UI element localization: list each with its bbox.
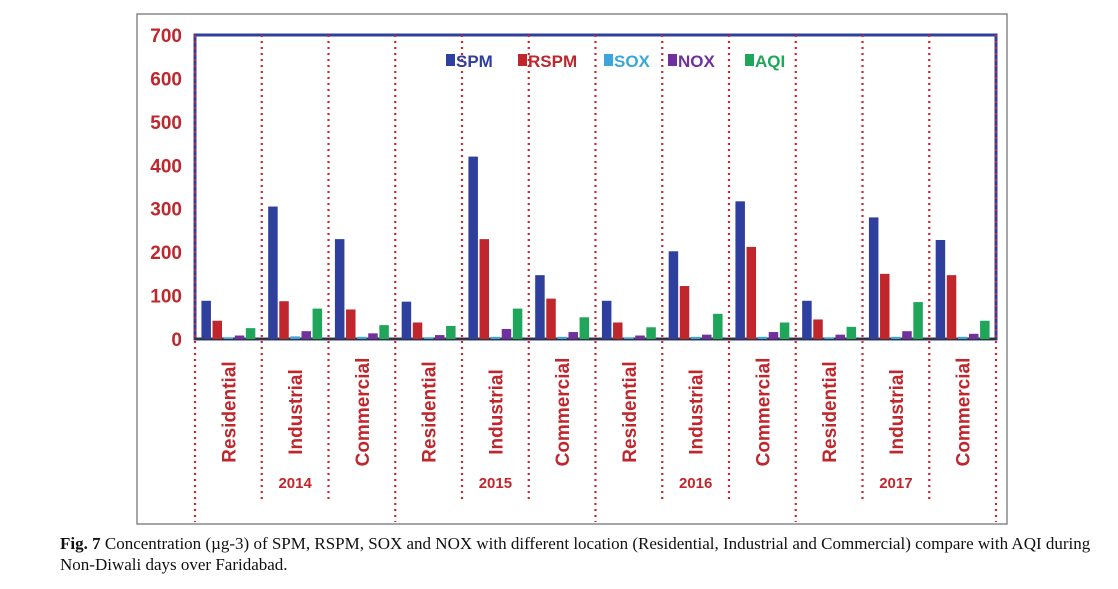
bar-sox [891, 336, 901, 339]
bar-sox [624, 337, 634, 339]
bar-rspm [412, 322, 423, 339]
legend-label-sox: SOX [614, 52, 651, 71]
bar-spm [935, 239, 946, 339]
bar-nox [568, 332, 578, 339]
bar-rspm [212, 320, 223, 339]
bar-spm [668, 251, 679, 339]
legend-label-rspm: RSPM [528, 52, 577, 71]
category-label: Residential [420, 361, 441, 462]
legend-label-aqi: AQI [755, 52, 785, 71]
year-label: 2015 [479, 475, 512, 492]
bar-rspm [346, 309, 356, 339]
bar-sox [757, 336, 768, 339]
y-tick-label: 0 [171, 330, 182, 351]
bar-sox [690, 336, 701, 339]
bar-nox [434, 335, 445, 339]
category-label: Residential [219, 361, 240, 462]
bar-nox [301, 331, 311, 339]
bar-nox [968, 333, 979, 339]
bar-nox [768, 332, 779, 339]
category-label: Industrial [286, 369, 307, 455]
bar-aqi [846, 326, 857, 339]
y-tick-label: 600 [150, 69, 182, 90]
bar-spm [601, 300, 612, 339]
bar-nox [368, 333, 378, 339]
category-label: Commercial [954, 358, 975, 467]
bar-rspm [479, 239, 490, 339]
bar-aqi [245, 328, 256, 339]
legend-label-nox: NOX [678, 52, 716, 71]
bar-sox [290, 336, 300, 339]
legend-label-spm: SPM [456, 52, 493, 71]
bar-aqi [379, 325, 389, 339]
legend-swatch-nox [668, 54, 677, 66]
category-label: Industrial [486, 369, 507, 455]
caption-text: Concentration (µg-3) of SPM, RSPM, SOX a… [60, 534, 1091, 574]
bar-sox [824, 337, 834, 339]
caption-label: Fig. 7 [60, 534, 101, 553]
bar-aqi [579, 317, 590, 339]
y-tick-label: 200 [150, 243, 182, 264]
bar-rspm [546, 298, 556, 339]
y-tick-label: 700 [150, 26, 182, 47]
bar-rspm [813, 319, 823, 339]
bar-nox [635, 335, 645, 339]
bar-sox [957, 336, 968, 339]
category-label: Commercial [353, 358, 374, 467]
bar-nox [501, 329, 512, 339]
figure-caption: Fig. 7 Concentration (µg-3) of SPM, RSPM… [60, 533, 1115, 575]
bar-sox [423, 337, 434, 339]
bar-aqi [312, 308, 323, 339]
bar-spm [802, 300, 812, 339]
bar-aqi [779, 322, 790, 339]
y-tick-label: 300 [150, 200, 182, 221]
bar-rspm [746, 246, 757, 339]
bar-rspm [279, 301, 289, 339]
category-label: Residential [820, 361, 841, 462]
bar-sox [557, 336, 567, 339]
bar-aqi [646, 327, 656, 339]
bar-rspm [946, 275, 957, 339]
bar-spm [401, 301, 412, 339]
bar-nox [835, 334, 845, 339]
bar-spm [268, 206, 278, 339]
bar-aqi [713, 313, 723, 339]
bar-nox [701, 334, 712, 339]
category-label: Residential [620, 361, 641, 462]
legend-swatch-spm [446, 54, 455, 66]
bar-spm [468, 156, 478, 339]
legend-swatch-sox [604, 54, 613, 66]
bar-nox [234, 335, 245, 339]
bar-rspm [880, 273, 890, 339]
bar-aqi [980, 320, 990, 339]
y-tick-label: 500 [150, 113, 182, 134]
category-label: Commercial [753, 358, 774, 467]
bar-rspm [613, 322, 623, 339]
bar-nox [902, 331, 912, 339]
y-tick-label: 100 [150, 287, 182, 308]
y-tick-label: 400 [150, 156, 182, 177]
bar-spm [868, 217, 879, 339]
category-label: Industrial [887, 369, 908, 455]
bar-spm [334, 239, 345, 339]
legend-swatch-aqi [745, 54, 754, 66]
legend-swatch-rspm [518, 54, 527, 66]
bar-sox [223, 337, 234, 339]
bar-spm [201, 300, 211, 339]
bar-sox [490, 336, 501, 339]
bar-spm [735, 201, 745, 339]
year-label: 2017 [879, 475, 912, 492]
year-label: 2014 [278, 475, 312, 492]
bar-sox [357, 336, 367, 339]
bar-rspm [679, 286, 690, 339]
bar-aqi [446, 325, 456, 339]
year-label: 2016 [679, 475, 712, 492]
bar-aqi [512, 308, 523, 339]
bar-aqi [913, 302, 923, 339]
category-label: Commercial [553, 358, 574, 467]
bar-spm [535, 275, 545, 339]
category-label: Industrial [687, 369, 708, 455]
